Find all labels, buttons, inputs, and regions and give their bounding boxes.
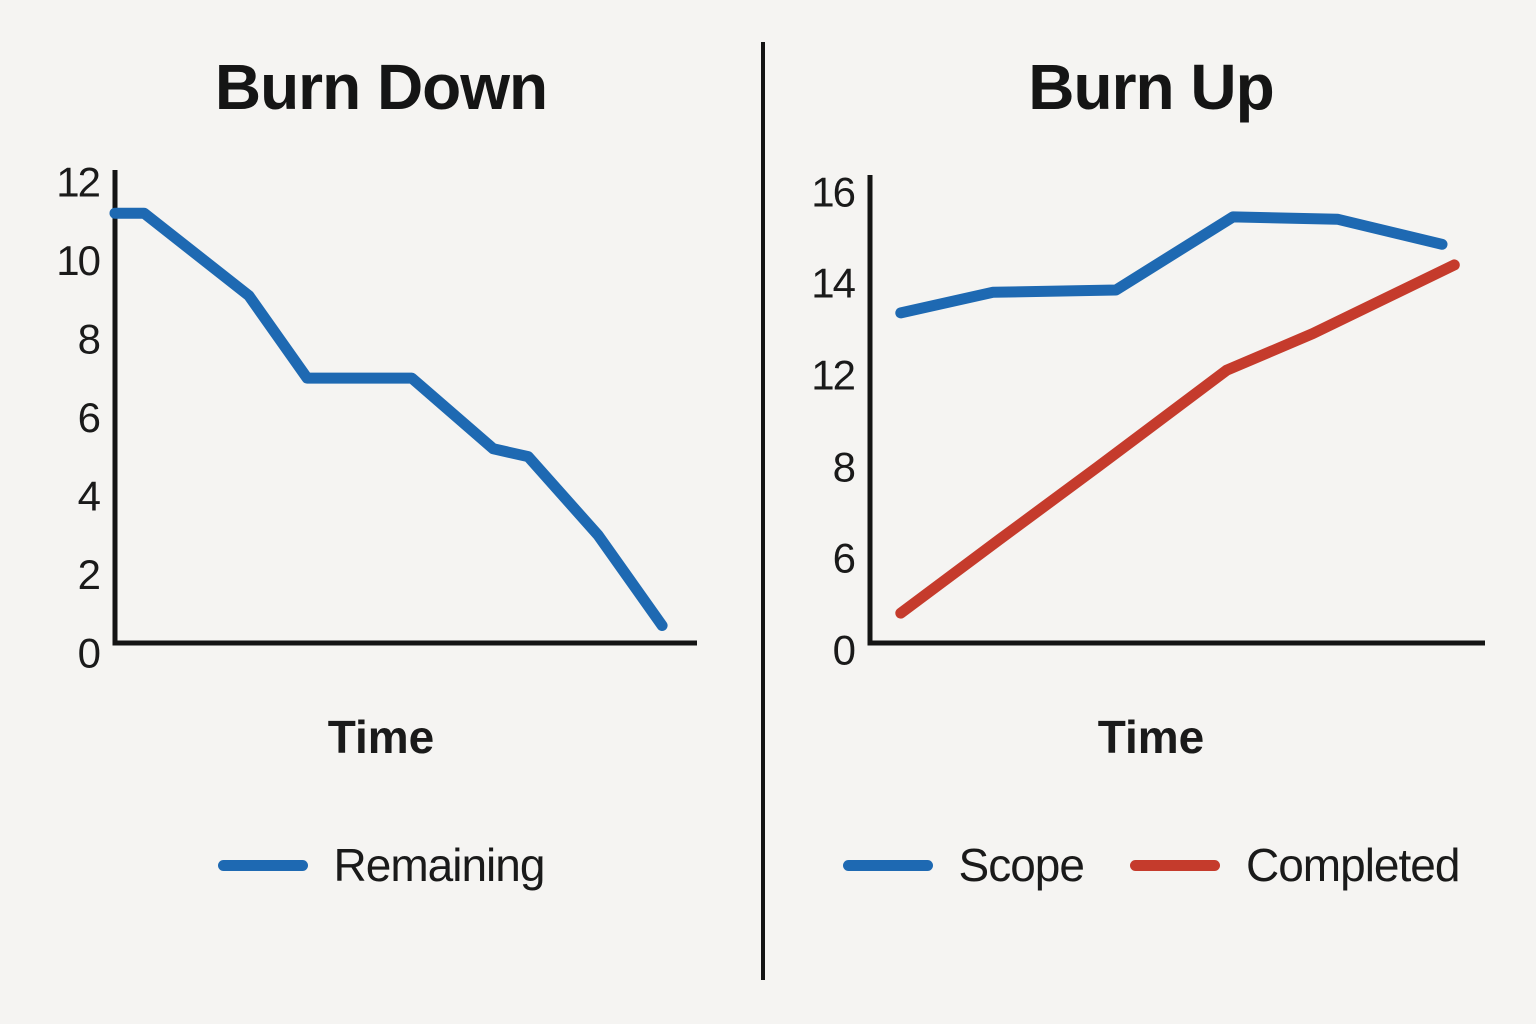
y-tick-label: 4 <box>78 472 101 519</box>
y-tick-label: 12 <box>811 351 854 398</box>
y-tick-label: 8 <box>78 315 100 362</box>
burn-up-chart: 0 6 8 12 14 16 <box>811 168 1485 674</box>
legend-item-remaining: Remaining <box>217 838 546 892</box>
y-tick-label: 16 <box>811 168 854 215</box>
remaining-line <box>109 207 668 631</box>
axis-lines <box>867 175 1485 646</box>
y-tick-label: 6 <box>78 394 100 441</box>
y-tick-label: 0 <box>833 627 855 674</box>
y-tick-label: 10 <box>56 237 99 284</box>
completed-line-swatch <box>1129 859 1220 871</box>
scope-line <box>895 211 1448 319</box>
y-tick-label: 2 <box>78 551 100 598</box>
y-tick-label: 6 <box>833 534 855 581</box>
vertical-divider <box>761 42 765 980</box>
scope-legend-label: Scope <box>958 839 1085 891</box>
remaining-legend-label: Remaining <box>333 839 546 891</box>
scope-line-swatch <box>842 859 933 871</box>
burn-down-title: Burn Down <box>214 51 548 123</box>
legend-item-scope: Scope <box>842 838 1085 892</box>
y-tick-label: 14 <box>811 260 855 307</box>
burn-up-x-axis-label: Time <box>1097 711 1205 763</box>
remaining-line-swatch <box>217 859 308 871</box>
burn-down-legend: Remaining <box>0 838 762 892</box>
completed-line <box>895 259 1460 619</box>
y-tick-label: 0 <box>78 629 100 676</box>
completed-legend-label: Completed <box>1245 839 1460 891</box>
axis-lines <box>112 170 697 646</box>
burn-down-x-axis-label: Time <box>327 711 435 763</box>
burn-up-panel: Burn Up 0 6 8 12 14 16 Time Scope Completed <box>766 0 1536 1024</box>
burn-up-title: Burn Up <box>1028 51 1274 123</box>
y-tick-label: 8 <box>833 444 855 491</box>
burn-down-panel: Burn Down 0 2 4 6 8 10 12 Time Remaining <box>0 0 762 1024</box>
y-tick-label: 12 <box>56 158 99 205</box>
legend-item-completed: Completed <box>1129 838 1460 892</box>
burn-up-legend: Scope Completed <box>766 838 1536 892</box>
burn-down-chart: 0 2 4 6 8 10 12 <box>56 158 697 676</box>
